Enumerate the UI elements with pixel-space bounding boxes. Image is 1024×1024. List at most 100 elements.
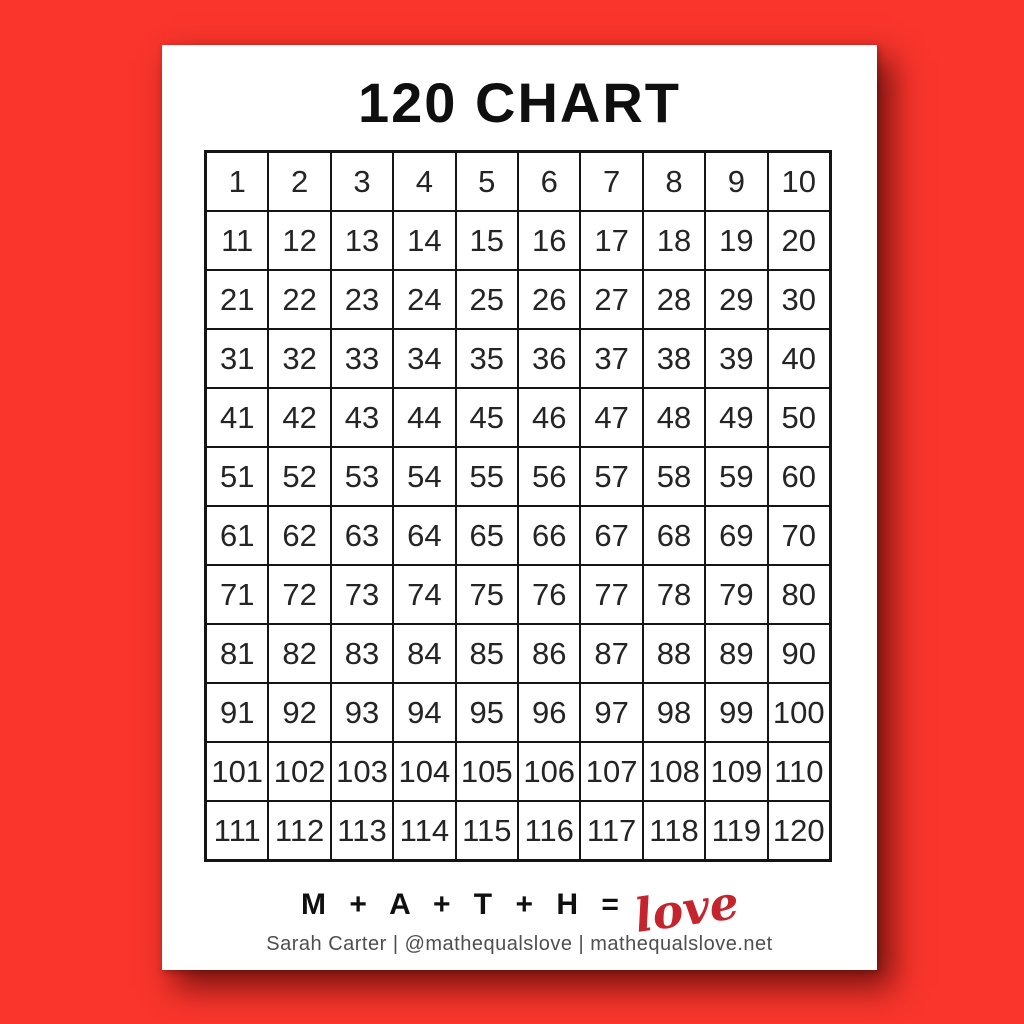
grid-cell: 91 — [206, 683, 269, 742]
grid-cell: 46 — [518, 388, 581, 447]
grid-cell: 88 — [642, 624, 706, 683]
grid-cell: 98 — [642, 683, 706, 742]
grid-cell: 16 — [518, 211, 581, 270]
attribution-text: Sarah Carter | @mathequalslove | mathequ… — [266, 933, 773, 955]
grid-cell: 118 — [642, 801, 706, 860]
grid-cell: 50 — [767, 388, 830, 447]
grid-cell: 2 — [268, 152, 331, 211]
grid-cell: 85 — [455, 624, 518, 683]
grid-cell: 99 — [705, 683, 768, 742]
grid-cell: 112 — [268, 801, 331, 860]
grid-cell: 34 — [393, 329, 456, 388]
grid-cell: 60 — [767, 447, 830, 506]
grid-cell: 11 — [206, 211, 269, 270]
grid-cell: 41 — [206, 388, 269, 447]
grid-cell: 73 — [330, 565, 394, 624]
grid-cell: 103 — [330, 742, 394, 801]
grid-cell: 6 — [518, 152, 581, 211]
grid-cell: 3 — [330, 152, 394, 211]
grid-cell: 70 — [767, 506, 830, 565]
grid-cell: 18 — [642, 211, 706, 270]
grid-cell: 90 — [767, 624, 830, 683]
grid-cell: 14 — [393, 211, 456, 270]
grid-cell: 75 — [455, 565, 518, 624]
grid-cell: 38 — [642, 329, 706, 388]
grid-cell: 87 — [580, 624, 643, 683]
math-equation-text: M + A + T + H = — [301, 888, 622, 921]
grid-cell: 113 — [330, 801, 394, 860]
grid-cell: 107 — [580, 742, 643, 801]
grid-cell: 114 — [393, 801, 456, 860]
grid-cell: 55 — [455, 447, 518, 506]
grid-cell: 110 — [767, 742, 830, 801]
grid-cell: 12 — [268, 211, 331, 270]
grid-cell: 93 — [330, 683, 394, 742]
grid-cell: 10 — [767, 152, 830, 211]
grid-cell: 62 — [268, 506, 331, 565]
grid-cell: 89 — [705, 624, 768, 683]
grid-cell: 21 — [206, 270, 269, 329]
grid-cell: 66 — [518, 506, 581, 565]
grid-cell: 19 — [705, 211, 768, 270]
grid-cell: 15 — [455, 211, 518, 270]
love-script-word: love — [631, 874, 742, 943]
grid-cell: 101 — [206, 742, 269, 801]
grid-cell: 108 — [642, 742, 706, 801]
grid-cell: 74 — [393, 565, 456, 624]
grid-cell: 72 — [268, 565, 331, 624]
grid-cell: 69 — [705, 506, 768, 565]
grid-cell: 31 — [206, 329, 269, 388]
grid-cell: 67 — [580, 506, 643, 565]
grid-cell: 30 — [767, 270, 830, 329]
grid-cell: 79 — [705, 565, 768, 624]
equation-line: M + A + T + H = love — [162, 874, 877, 943]
grid-cell: 5 — [455, 152, 518, 211]
grid-cell: 9 — [705, 152, 768, 211]
grid-cell: 8 — [642, 152, 706, 211]
grid-cell: 45 — [455, 388, 518, 447]
grid-cell: 33 — [330, 329, 394, 388]
grid-cell: 7 — [580, 152, 643, 211]
grid-cell: 47 — [580, 388, 643, 447]
grid-cell: 61 — [206, 506, 269, 565]
grid-cell: 56 — [518, 447, 581, 506]
grid-cell: 109 — [705, 742, 768, 801]
grid-cell: 96 — [518, 683, 581, 742]
grid-cell: 28 — [642, 270, 706, 329]
grid-cell: 94 — [393, 683, 456, 742]
grid-cell: 104 — [393, 742, 456, 801]
grid-cell: 25 — [455, 270, 518, 329]
grid-cell: 48 — [642, 388, 706, 447]
footer: M + A + T + H = love Sarah Carter | @mat… — [162, 874, 877, 956]
grid-cell: 105 — [455, 742, 518, 801]
grid-cell: 92 — [268, 683, 331, 742]
grid-cell: 95 — [455, 683, 518, 742]
grid-cell: 63 — [330, 506, 394, 565]
grid-cell: 1 — [206, 152, 269, 211]
grid-cell: 64 — [393, 506, 456, 565]
grid-cell: 29 — [705, 270, 768, 329]
number-grid: 1 2 3 4 5 6 7 8 9 10 11 12 13 14 15 16 17 18 19 20 21 22 23 24 2… — [204, 150, 832, 862]
printable-page: 120 CHART 1 2 3 4 5 6 7 8 9 10 11 12 13 14 15 16 17 18 19 2… — [162, 45, 877, 970]
grid-cell: 106 — [518, 742, 581, 801]
grid-cell: 80 — [767, 565, 830, 624]
grid-cell: 120 — [767, 801, 830, 860]
grid-cell: 59 — [705, 447, 768, 506]
grid-cell: 24 — [393, 270, 456, 329]
grid-cell: 82 — [268, 624, 331, 683]
grid-cell: 111 — [206, 801, 269, 860]
grid-cell: 4 — [393, 152, 456, 211]
grid-cell: 77 — [580, 565, 643, 624]
grid-cell: 35 — [455, 329, 518, 388]
grid-cell: 40 — [767, 329, 830, 388]
grid-cell: 83 — [330, 624, 394, 683]
grid-cell: 117 — [580, 801, 643, 860]
grid-cell: 22 — [268, 270, 331, 329]
grid-cell: 65 — [455, 506, 518, 565]
grid-cell: 100 — [767, 683, 830, 742]
grid-cell: 54 — [393, 447, 456, 506]
grid-cell: 84 — [393, 624, 456, 683]
grid-cell: 57 — [580, 447, 643, 506]
grid-cell: 102 — [268, 742, 331, 801]
